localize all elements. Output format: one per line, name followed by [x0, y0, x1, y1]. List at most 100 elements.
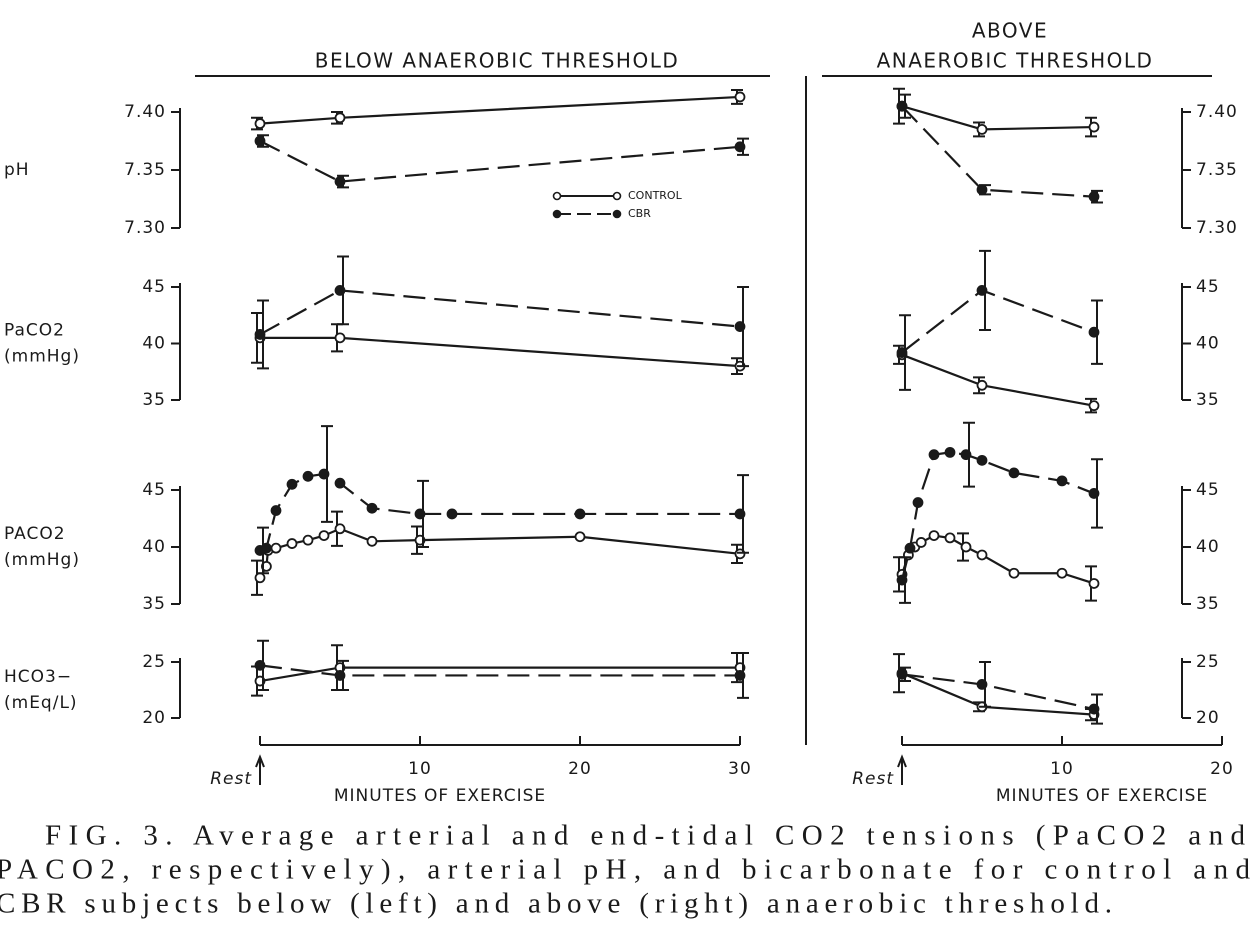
series-line	[259, 289, 741, 336]
data-point	[334, 284, 346, 296]
y-axis-label: HCO3−	[4, 667, 72, 687]
y-tick-label: 25	[142, 652, 166, 672]
series-line	[901, 289, 1095, 354]
y-tick-label: 7.30	[124, 218, 166, 238]
data-point	[254, 118, 266, 129]
data-point	[976, 549, 988, 561]
data-point	[1056, 567, 1068, 579]
data-point	[318, 468, 330, 480]
data-point	[1088, 191, 1100, 203]
y-axis-label: pH	[4, 160, 30, 180]
series-line	[259, 527, 741, 579]
data-point	[1088, 326, 1100, 338]
data-point	[976, 284, 988, 296]
data-point	[928, 530, 940, 541]
data-point	[896, 668, 908, 680]
data-point	[334, 332, 346, 344]
caption-line: FIG. 3. Average arterial and end-tidal C…	[45, 820, 1246, 852]
x-axis-label: MINUTES OF EXERCISE	[996, 786, 1208, 806]
data-point	[1088, 703, 1100, 715]
data-point	[944, 532, 956, 544]
data-point	[302, 534, 314, 546]
data-point	[734, 508, 746, 520]
data-point	[896, 574, 908, 586]
series-line	[900, 451, 1095, 581]
y-tick-label: 45	[1196, 480, 1220, 500]
data-point	[976, 123, 988, 135]
data-point	[976, 184, 988, 196]
y-tick-label: 35	[1196, 594, 1220, 614]
x-tick-label: 20	[568, 759, 592, 779]
data-point	[1088, 578, 1100, 589]
y-tick-label: 35	[1196, 390, 1220, 410]
data-point	[904, 542, 916, 554]
data-point	[960, 449, 972, 461]
rest-arrow	[255, 754, 265, 785]
legend-marker	[612, 191, 622, 201]
data-point	[260, 542, 272, 554]
data-point	[286, 538, 298, 549]
data-point	[734, 91, 746, 103]
y-tick-label: 25	[1196, 652, 1220, 672]
series-line	[901, 105, 1095, 198]
data-point	[1056, 475, 1068, 487]
data-point	[960, 541, 972, 553]
y-tick-label: 40	[142, 334, 166, 354]
data-point	[334, 112, 346, 124]
series-line	[901, 353, 1095, 407]
y-tick-label: 7.40	[124, 102, 166, 122]
data-point	[896, 100, 908, 112]
data-point	[302, 470, 314, 482]
data-point	[254, 135, 266, 147]
legend-label: CBR	[628, 207, 651, 220]
data-point	[286, 478, 298, 490]
data-point	[254, 572, 266, 584]
data-point	[270, 505, 282, 516]
y-tick-label: 35	[142, 390, 166, 410]
y-tick-label: 45	[1196, 277, 1220, 297]
y-tick-label: 7.35	[124, 160, 166, 180]
data-point	[334, 176, 346, 188]
x-axis-label: MINUTES OF EXERCISE	[334, 786, 546, 806]
x-tick-label: 10	[408, 759, 432, 779]
y-tick-label: 7.40	[1196, 102, 1238, 122]
x-tick-label: 20	[1210, 759, 1234, 779]
data-point	[334, 477, 346, 489]
legend-marker	[612, 209, 622, 219]
data-point	[334, 523, 346, 535]
y-tick-label: 40	[142, 537, 166, 557]
data-point	[366, 502, 378, 514]
y-tick-label: 20	[1196, 708, 1220, 728]
data-point	[1088, 121, 1100, 133]
y-tick-label: 7.35	[1196, 160, 1238, 180]
data-point	[976, 454, 988, 466]
series-line	[901, 105, 1095, 131]
x-tick-label: Rest	[210, 769, 252, 789]
data-point	[318, 530, 330, 541]
series-line	[259, 472, 740, 552]
data-point	[366, 535, 378, 547]
data-point	[976, 679, 988, 690]
x-tick-label: 30	[728, 759, 752, 779]
y-axis-label: PaCO2	[4, 321, 65, 341]
rest-arrow	[897, 754, 907, 785]
data-point	[574, 508, 586, 520]
data-point	[734, 141, 746, 153]
data-point	[260, 560, 272, 572]
y-tick-label: 40	[1196, 537, 1220, 557]
data-point	[734, 670, 746, 681]
data-point	[915, 537, 927, 548]
legend-marker	[552, 209, 562, 219]
y-tick-label: 35	[142, 594, 166, 614]
y-tick-label: 45	[142, 277, 166, 297]
legend-marker	[552, 191, 562, 201]
series-line	[901, 673, 1095, 711]
y-axis-label: PACO2	[4, 524, 66, 544]
data-point	[976, 379, 988, 391]
data-point	[912, 497, 924, 508]
header-above-2: ANAEROBIC THRESHOLD	[877, 49, 1154, 73]
data-point	[1008, 467, 1020, 479]
y-tick-label: 20	[142, 708, 166, 728]
data-point	[896, 347, 908, 358]
